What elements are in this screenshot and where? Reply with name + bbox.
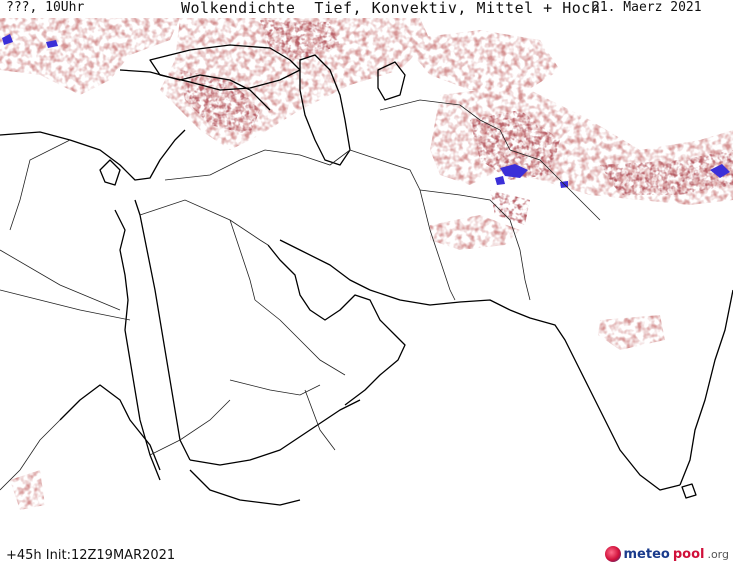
- cloud-layer-dense: [180, 20, 733, 225]
- country-borders: [0, 99, 601, 491]
- forecast-date: 21. Maerz 2021: [592, 0, 702, 15]
- meteopool-logo-icon: [604, 546, 621, 562]
- cloud-layer-light: [0, 18, 733, 510]
- meteopool-logo[interactable]: meteo pool .org: [604, 544, 729, 564]
- run-info: +45h Init:12Z19MAR2021: [6, 548, 176, 563]
- logo-text-accent: pool: [672, 546, 705, 562]
- logo-text-main: meteo: [623, 546, 670, 562]
- map-title: Wolkendichte Tief, Konvektiv, Mittel + H…: [181, 0, 601, 17]
- cloud-density-map: [0, 18, 733, 524]
- coastlines: [0, 44, 733, 506]
- forecast-valid-label: ???, 10Uhr: [6, 0, 85, 15]
- logo-text-tld: .org: [707, 547, 729, 561]
- convective-cores: [2, 34, 730, 188]
